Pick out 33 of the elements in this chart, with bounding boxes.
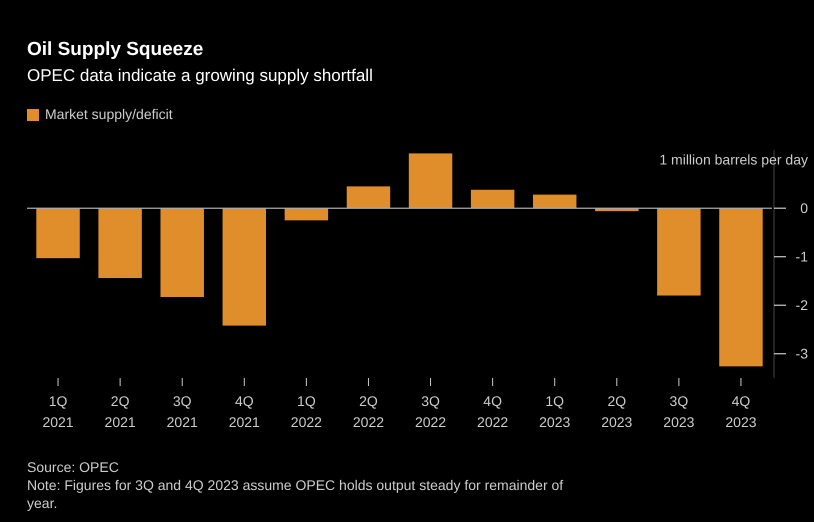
- x-tick-label: 1Q 2023: [539, 393, 570, 430]
- bar: [719, 208, 763, 366]
- bar: [346, 186, 390, 208]
- x-tick-label: 2Q 2023: [601, 393, 633, 430]
- x-tick-label: 2Q 2021: [104, 393, 136, 430]
- x-tick-label: 3Q 2023: [663, 393, 695, 430]
- bar: [470, 190, 514, 208]
- bar: [222, 208, 266, 326]
- y-tick-label: -3: [796, 346, 808, 362]
- x-tick-label: 4Q 2022: [477, 393, 508, 430]
- text: Note: Figures for 3Q and 4Q 2023 assume OPEC holds output steady for remainder of year.: [27, 477, 564, 511]
- x-tick-label: 3Q 2022: [414, 393, 446, 430]
- bar: [160, 208, 204, 297]
- chart-subtitle: OPEC data indicate a growing supply shortfall: [27, 66, 373, 85]
- y-tick-label: -1: [796, 248, 808, 265]
- y-tick-label: -2: [796, 297, 808, 314]
- x-tick-label: 1Q 2021: [42, 393, 74, 430]
- legend-label: Market supply/deficit: [45, 106, 173, 122]
- y-tick-label: 0: [800, 200, 808, 216]
- source-note: Source: OPEC: [27, 459, 119, 475]
- bar: [657, 208, 701, 296]
- x-tick-label: 4Q 2023: [725, 393, 757, 430]
- bar: [532, 194, 576, 208]
- bar: [408, 153, 452, 208]
- bar: [98, 208, 142, 278]
- chart-title: Oil Supply Squeeze: [27, 39, 204, 60]
- x-tick-label: 2Q 2022: [352, 393, 384, 430]
- y-tick-label: 1 million barrels per day: [659, 152, 808, 168]
- x-tick-label: 4Q 2021: [228, 393, 260, 430]
- bar: [284, 208, 328, 220]
- x-tick-label: 3Q 2021: [166, 393, 198, 430]
- bar: [36, 208, 80, 258]
- x-tick-label: 1Q 2022: [290, 393, 322, 430]
